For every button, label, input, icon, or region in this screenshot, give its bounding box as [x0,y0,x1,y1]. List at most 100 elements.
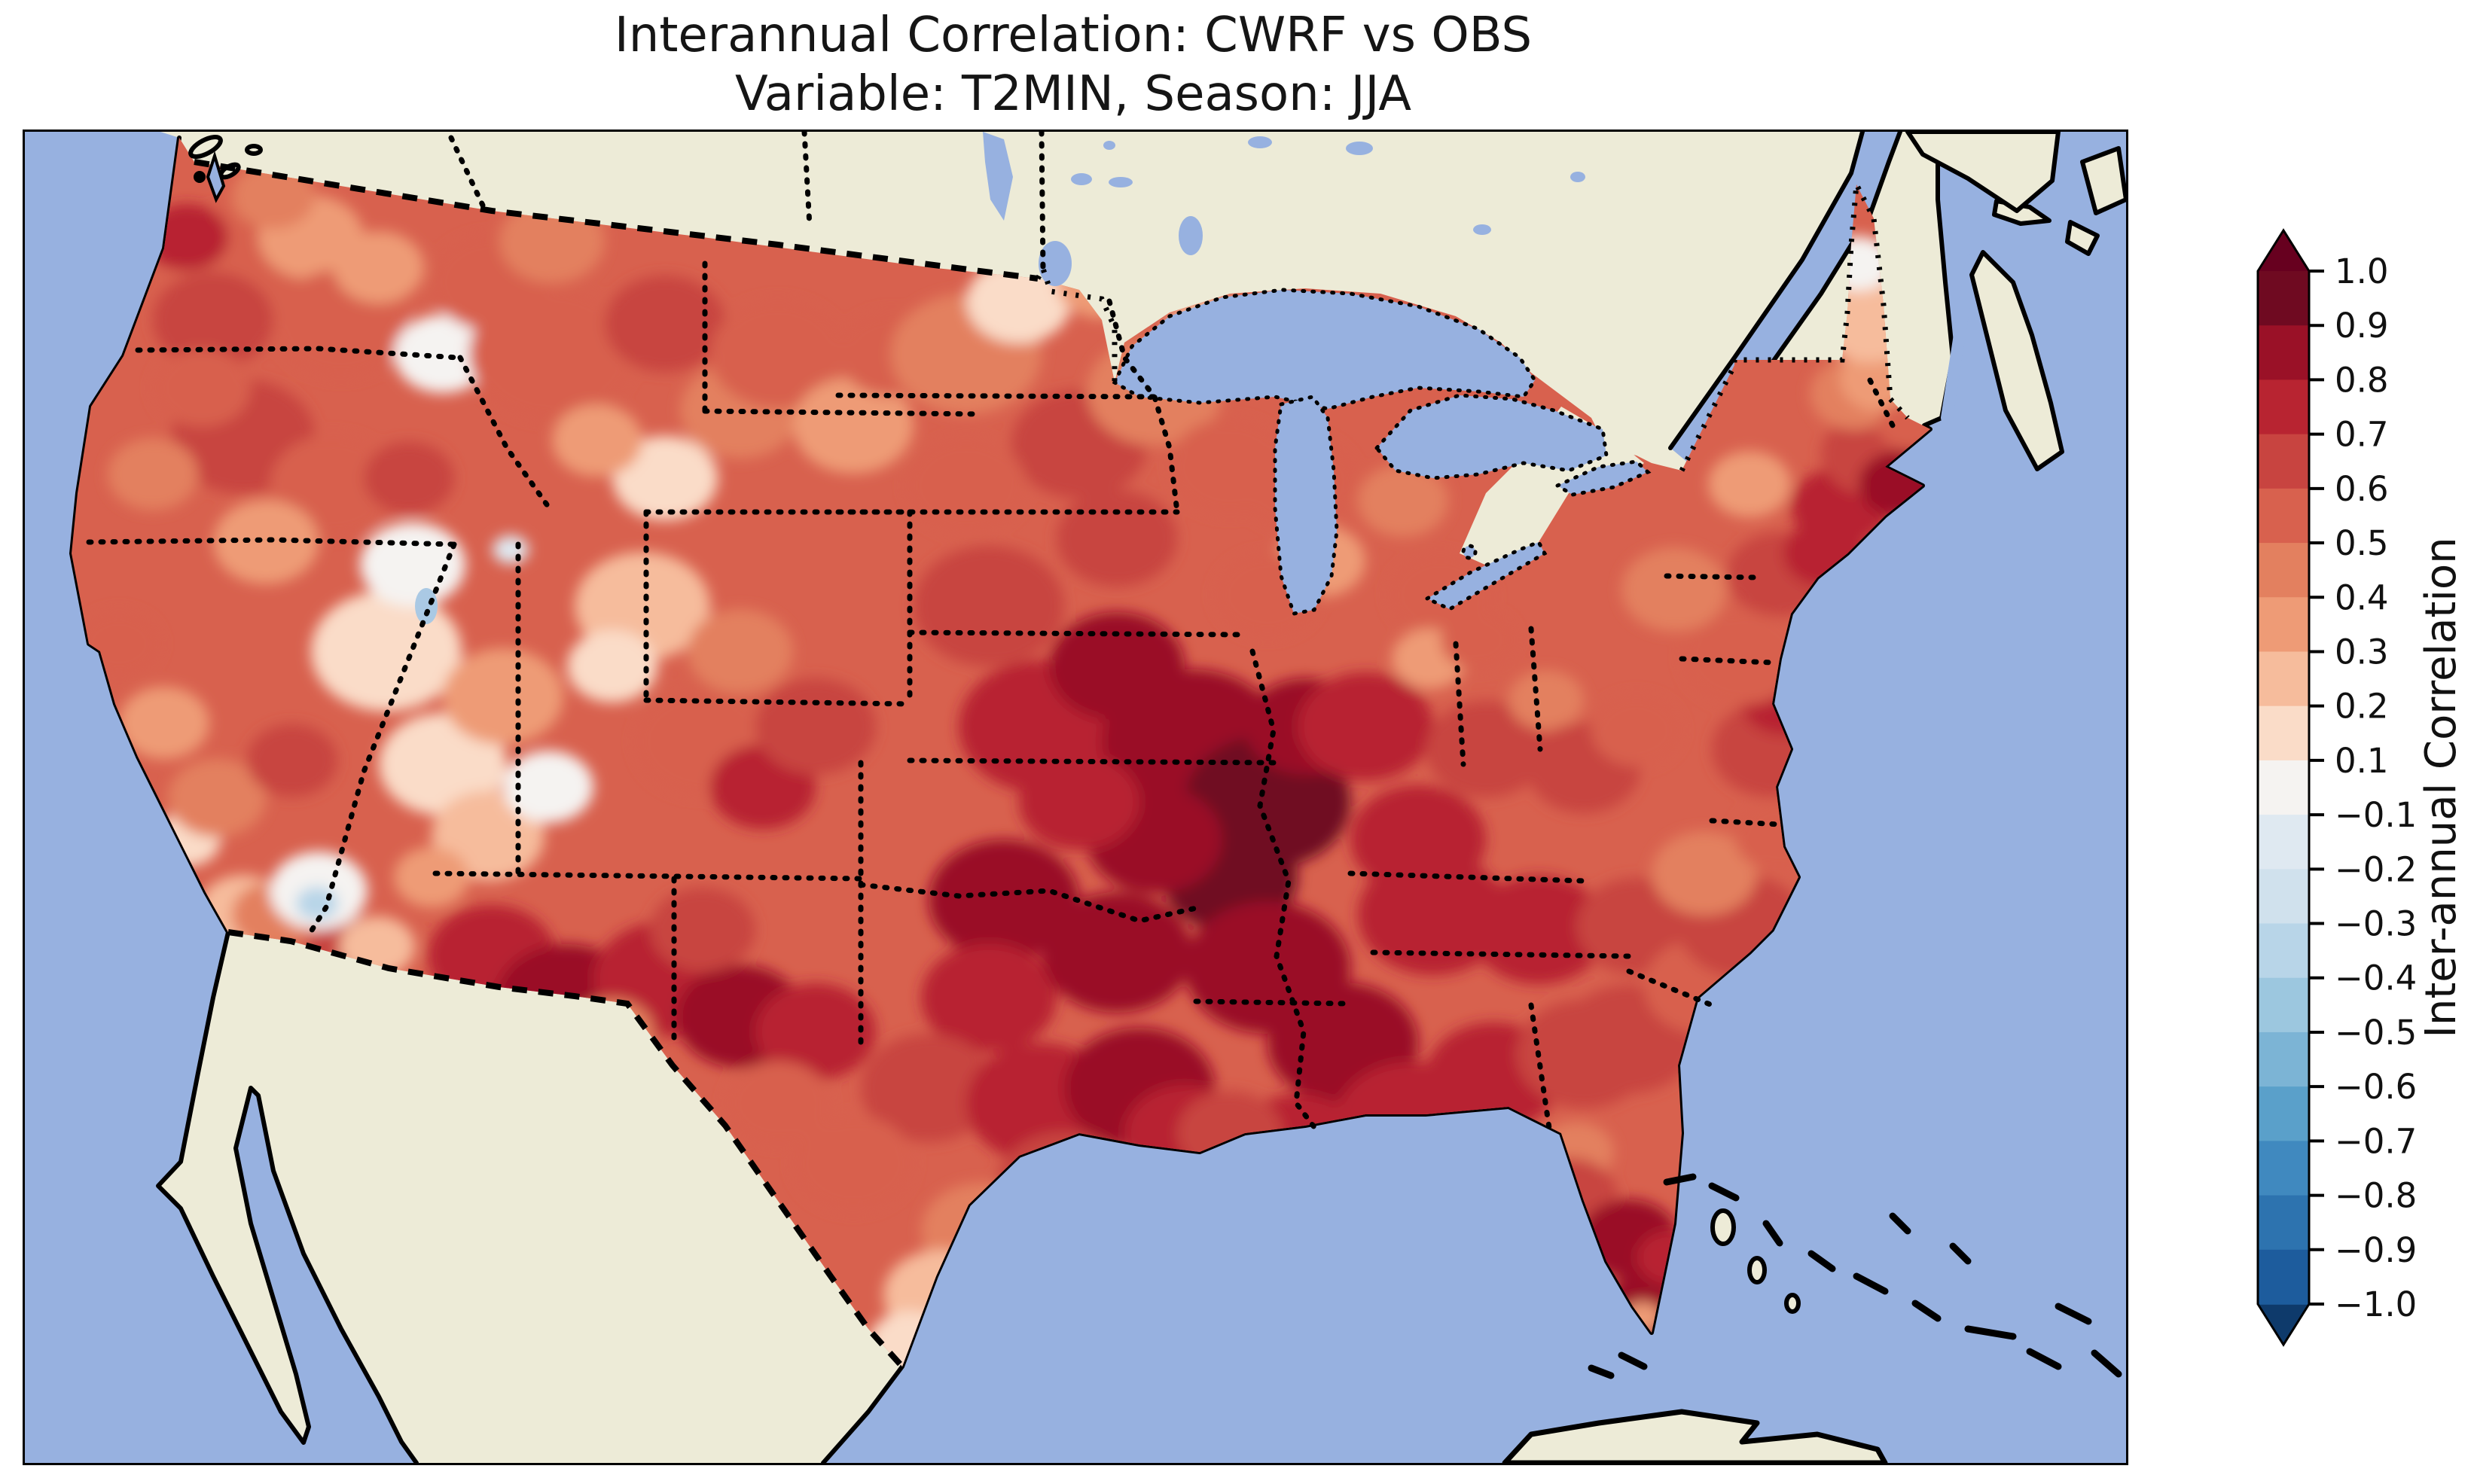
correlation-spot [1298,672,1433,781]
colorbar-tick-labels: 1.0 0.9 0.8 0.7 0.6 0.5 0.4 0.3 0.2 0.1 −0.1 −0.2 −0… [2335,251,2417,1324]
correlation-spot [755,678,876,775]
correlation-spot [247,724,337,797]
colorbar-tick-label: 0.4 [2335,577,2389,617]
correlation-spot [153,272,273,368]
caribbean [1502,1173,2122,1463]
puget-sound [206,151,226,203]
colorbar-tick-label: 0.7 [2335,415,2389,455]
correlation-spot [650,888,755,972]
us-canada-border-mn [1035,262,1118,382]
great-salt-lake [415,588,438,624]
colorbar-tick-label: −0.5 [2335,1013,2417,1053]
correlation-spot [921,943,1057,1052]
colorbar-tick-label: −0.3 [2335,904,2417,944]
correlation-spot [1426,701,1546,797]
correlation-spot [334,231,424,303]
colorbar-tick-label: 1.0 [2335,251,2389,291]
colorbar-tick-label: −0.4 [2335,958,2417,998]
us-canada-border [194,159,1039,282]
national-borders [194,159,1039,1369]
colorbar-tick-label: 0.9 [2335,306,2389,346]
lake-huron [1374,393,1609,480]
island-chains [1588,1173,2122,1379]
correlation-spot [914,546,1064,666]
correlation-spot [469,288,635,420]
nova-scotia [1969,250,2064,471]
figure-title: Interannual Correlation: CWRF vs OBS Var… [23,6,2124,123]
colorbar-tick-label: 0.3 [2335,632,2389,672]
lake-michigan [1273,395,1339,616]
correlation-spot [861,1034,996,1142]
great-lakes [1112,288,1652,616]
colorbar-tick-label: −0.1 [2335,795,2417,835]
cape-breton [2065,220,2100,256]
correlation-spot [1042,892,1192,1013]
colorbar-axis-label: Inter-annual Correlation [2417,537,2466,1038]
state-borders [86,132,1896,1136]
correlation-spot [493,535,529,564]
correlation-spot [213,500,319,584]
correlation-spot [1358,465,1448,537]
lake-erie [1423,539,1548,611]
correlation-spot [612,436,718,520]
correlation-spot [1471,876,1606,984]
cuba [1502,1409,1888,1463]
correlation-spot [168,759,266,837]
correlation-spot [1621,547,1727,632]
us-canada-border-east [1679,175,1910,472]
andros-island [1710,1208,1736,1246]
colorbar-tick-label: −0.2 [2335,849,2417,889]
colorbar: 1.0 0.9 0.8 0.7 0.6 0.5 0.4 0.3 0.2 0.1 −0.1 −0.2 −0… [2207,209,2474,1399]
lake-superior [1112,288,1538,411]
conus-correlation-map [25,132,2126,1463]
newfoundland [2080,146,2126,215]
lake-st-clair [1461,544,1478,560]
correlation-spot [1708,451,1791,517]
colorbar-segments [2258,230,2309,1345]
correlation-spot [755,983,876,1080]
correlation-spot [1358,855,1508,975]
correlation-spot [906,437,1027,534]
correlation-spot [232,163,315,229]
correlation-spot [364,442,454,514]
colorbar-tick-label: 0.2 [2335,687,2389,727]
colorbar-tick-label: 0.5 [2335,523,2389,563]
correlation-spot [710,300,846,408]
colorbar-tick-label: −0.9 [2335,1230,2417,1270]
lake-ontario [1553,459,1652,497]
correlation-spot [119,687,209,759]
correlation-spot [296,887,338,920]
colorbar-tick-label: 0.8 [2335,360,2389,400]
canadian-lakes [983,132,1585,286]
colorbar-tick-label: −0.6 [2335,1067,2417,1107]
correlation-spot [1441,610,1516,670]
bay-of-fundy [1941,254,1978,424]
correlation-spot [360,523,465,607]
map-panel [23,130,2128,1465]
correlation-spot [793,377,914,474]
colorbar-tick-label: 0.6 [2335,469,2389,509]
correlation-spot [1057,490,1177,587]
correlation-spot [503,751,593,823]
correlation-spot [1019,754,1139,850]
correlation-spot [443,648,563,745]
correlation-spot [108,438,198,510]
title-line2: Variable: T2MIN, Season: JJA [734,66,1412,122]
correlation-spot [1591,694,1682,766]
correlation-spot [567,630,657,702]
correlation-spot [1508,670,1584,730]
correlation-spot [1652,831,1757,916]
title-line1: Interannual Correlation: CWRF vs OBS [614,8,1533,63]
correlation-spot [688,609,793,693]
colorbar-tick-label: 0.1 [2335,741,2389,781]
colorbar-svg: 1.0 0.9 0.8 0.7 0.6 0.5 0.4 0.3 0.2 0.1 −0.1 −0.2 −0… [2256,228,2466,1347]
correlation-spot [552,404,642,477]
correlation-spot [311,591,462,712]
correlation-spot [153,349,251,427]
atlantic-canada [1905,132,2126,471]
correlation-spot [605,276,725,372]
correlation-spot [1682,609,1802,705]
colorbar-ticks [2309,270,2324,1306]
correlation-spot [929,840,1079,960]
correlation-spot [725,1061,831,1145]
